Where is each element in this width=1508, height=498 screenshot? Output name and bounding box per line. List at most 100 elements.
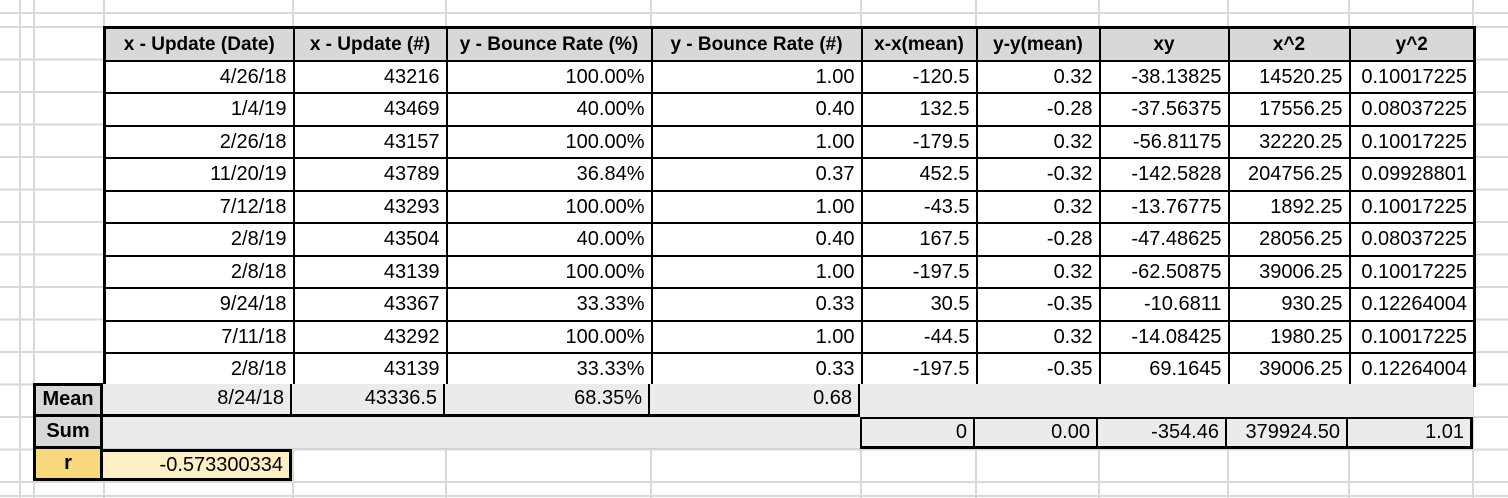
cell-xx-mean[interactable]: -197.5 (860, 254, 978, 289)
cell-y2[interactable]: 0.09928801 (1348, 157, 1476, 192)
cell-x-date[interactable]: 2/8/18 (103, 254, 295, 289)
cell-y-pct[interactable]: 100.00% (445, 124, 653, 159)
cell-x-date[interactable]: 11/20/19 (103, 157, 295, 192)
cell-y2[interactable]: 0.12264004 (1348, 287, 1476, 322)
cell-y2[interactable]: 0.08037225 (1348, 92, 1476, 127)
cell-sum-y2[interactable]: 1.01 (1348, 416, 1473, 449)
col-header-x-squared[interactable]: x^2 (1227, 26, 1351, 62)
cell-yy-mean[interactable]: -0.32 (975, 157, 1101, 192)
cell-x-date[interactable]: 2/8/19 (103, 222, 295, 257)
cell-y2[interactable]: 0.10017225 (1348, 319, 1476, 354)
cell-xx-mean[interactable]: 30.5 (860, 287, 978, 322)
cell-x-date[interactable]: 7/12/18 (103, 189, 295, 224)
cell-xx-mean[interactable]: -120.5 (860, 59, 978, 94)
cell-y-num[interactable]: 1.00 (650, 189, 863, 224)
cell-y2[interactable]: 0.10017225 (1348, 59, 1476, 94)
cell-mean-update-num[interactable]: 43336.5 (292, 384, 445, 417)
cell-y2[interactable]: 0.08037225 (1348, 222, 1476, 257)
cell-sum-xx-mean[interactable]: 0 (860, 416, 975, 449)
cell-x-num[interactable]: 43157 (292, 124, 448, 159)
cell-y-pct[interactable]: 33.33% (445, 352, 653, 387)
cell-sum-x2[interactable]: 379924.50 (1227, 416, 1348, 449)
cell-y-num[interactable]: 0.40 (650, 92, 863, 127)
col-header-x-update-date[interactable]: x - Update (Date) (103, 26, 295, 62)
cell-xy[interactable]: -142.5828 (1098, 157, 1230, 192)
cell-y2[interactable]: 0.10017225 (1348, 124, 1476, 159)
cell-y-pct[interactable]: 40.00% (445, 92, 653, 127)
cell-mean-bounce-pct[interactable]: 68.35% (445, 384, 650, 417)
cell-sum-yy-mean[interactable]: 0.00 (975, 416, 1098, 449)
cell-yy-mean[interactable]: 0.32 (975, 59, 1101, 94)
col-header-y-bounce-pct[interactable]: y - Bounce Rate (%) (445, 26, 653, 62)
cell-x-num[interactable]: 43789 (292, 157, 448, 192)
r-row-label[interactable]: r (33, 449, 103, 481)
cell-x-num[interactable]: 43469 (292, 92, 448, 127)
cell-x-num[interactable]: 43367 (292, 287, 448, 322)
cell-y-pct[interactable]: 100.00% (445, 59, 653, 94)
cell-y2[interactable]: 0.12264004 (1348, 352, 1476, 387)
cell-x2[interactable]: 1980.25 (1227, 319, 1351, 354)
col-header-xy[interactable]: xy (1098, 26, 1230, 62)
cell-xy[interactable]: 69.1645 (1098, 352, 1230, 387)
mean-row-label[interactable]: Mean (33, 383, 103, 417)
cell-x-num[interactable]: 43216 (292, 59, 448, 94)
cell-x-date[interactable]: 1/4/19 (103, 92, 295, 127)
cell-y-num[interactable]: 1.00 (650, 254, 863, 289)
cell-y-pct[interactable]: 40.00% (445, 222, 653, 257)
cell-x-num[interactable]: 43292 (292, 319, 448, 354)
cell-y-pct[interactable]: 100.00% (445, 189, 653, 224)
cell-mean-bounce-num[interactable]: 0.68 (650, 384, 860, 417)
cell-mean-date[interactable]: 8/24/18 (103, 384, 292, 417)
cell-x2[interactable]: 14520.25 (1227, 59, 1351, 94)
cell-x2[interactable]: 39006.25 (1227, 352, 1351, 387)
cell-sum-xy[interactable]: -354.46 (1098, 416, 1227, 449)
cell-y-pct[interactable]: 36.84% (445, 157, 653, 192)
cell-x-num[interactable]: 43139 (292, 254, 448, 289)
cell-xy[interactable]: -37.56375 (1098, 92, 1230, 127)
cell-xx-mean[interactable]: -179.5 (860, 124, 978, 159)
cell-yy-mean[interactable]: 0.32 (975, 124, 1101, 159)
col-header-xx-mean[interactable]: x-x(mean) (860, 26, 978, 62)
cell-xy[interactable]: -56.81175 (1098, 124, 1230, 159)
cell-x-date[interactable]: 7/11/18 (103, 319, 295, 354)
cell-y-num[interactable]: 0.40 (650, 222, 863, 257)
cell-y-pct[interactable]: 100.00% (445, 319, 653, 354)
cell-x2[interactable]: 1892.25 (1227, 189, 1351, 224)
cell-x2[interactable]: 32220.25 (1227, 124, 1351, 159)
cell-yy-mean[interactable]: 0.32 (975, 319, 1101, 354)
cell-xy[interactable]: -38.13825 (1098, 59, 1230, 94)
cell-y-num[interactable]: 1.00 (650, 59, 863, 94)
cell-x-date[interactable]: 4/26/18 (103, 59, 295, 94)
cell-xy[interactable]: -14.08425 (1098, 319, 1230, 354)
cell-x-num[interactable]: 43293 (292, 189, 448, 224)
cell-x-num[interactable]: 43139 (292, 352, 448, 387)
cell-y-num[interactable]: 1.00 (650, 319, 863, 354)
cell-r-value[interactable]: -0.573300334 (103, 449, 292, 481)
cell-x2[interactable]: 28056.25 (1227, 222, 1351, 257)
cell-y2[interactable]: 0.10017225 (1348, 189, 1476, 224)
cell-xx-mean[interactable]: 167.5 (860, 222, 978, 257)
cell-y-num[interactable]: 0.33 (650, 352, 863, 387)
mean-row-empty-band[interactable] (860, 384, 1473, 417)
cell-xx-mean[interactable]: -43.5 (860, 189, 978, 224)
cell-x2[interactable]: 39006.25 (1227, 254, 1351, 289)
cell-yy-mean[interactable]: -0.28 (975, 222, 1101, 257)
col-header-y-squared[interactable]: y^2 (1348, 26, 1476, 62)
cell-xy[interactable]: -62.50875 (1098, 254, 1230, 289)
cell-y-num[interactable]: 0.33 (650, 287, 863, 322)
cell-x-date[interactable]: 9/24/18 (103, 287, 295, 322)
cell-xx-mean[interactable]: -44.5 (860, 319, 978, 354)
cell-xy[interactable]: -47.48625 (1098, 222, 1230, 257)
cell-x2[interactable]: 204756.25 (1227, 157, 1351, 192)
cell-yy-mean[interactable]: -0.35 (975, 352, 1101, 387)
cell-y2[interactable]: 0.10017225 (1348, 254, 1476, 289)
cell-yy-mean[interactable]: 0.32 (975, 189, 1101, 224)
sum-row-label[interactable]: Sum (33, 416, 103, 449)
cell-y-pct[interactable]: 33.33% (445, 287, 653, 322)
cell-x-date[interactable]: 2/8/18 (103, 352, 295, 387)
sum-row-empty-band[interactable] (103, 416, 860, 449)
cell-x-date[interactable]: 2/26/18 (103, 124, 295, 159)
cell-x2[interactable]: 930.25 (1227, 287, 1351, 322)
col-header-y-bounce-num[interactable]: y - Bounce Rate (#) (650, 26, 863, 62)
cell-y-num[interactable]: 0.37 (650, 157, 863, 192)
